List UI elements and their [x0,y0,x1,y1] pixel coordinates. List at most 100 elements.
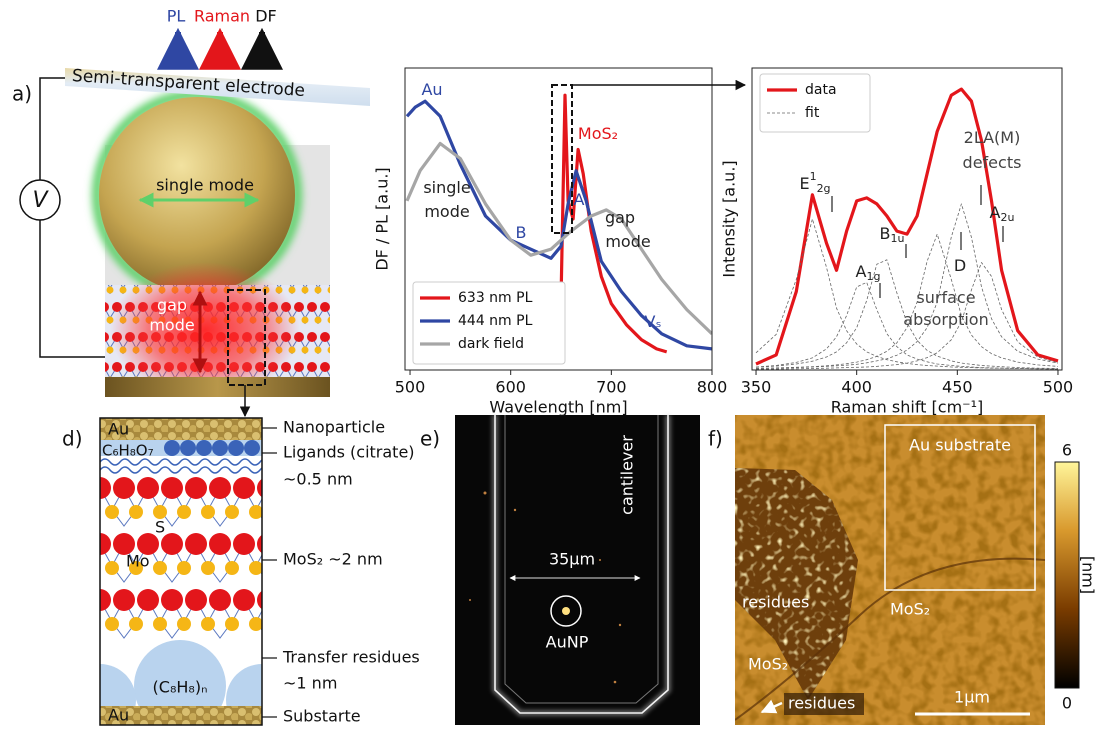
mos2-layer [100,476,262,644]
annotation: 2LA(M) [964,128,1021,147]
annotation-sup: 1 [810,170,817,183]
annotation-text: absorption [903,310,988,329]
x-tick-label: 350 [741,378,772,397]
layer-label: C₆H₈O₇ [102,442,154,460]
panel-e: e) cantilever 35µm AuNP [420,415,700,725]
annotation: Au [421,80,442,99]
annotation-text: Vₛ [645,312,662,331]
annotation-text: gap [605,208,635,227]
side-label: ~1 nm [283,674,337,693]
colorbar-label: [nm] [1079,556,1098,594]
beam-label: Raman [194,7,250,26]
panel-d: d) Au C₆H₈O₇ S Mo (C₈H₈)ₙ Au Nanoparticl… [62,418,420,730]
region-label: Au substrate [909,436,1011,455]
atom-label: Mo [126,552,150,571]
legend-label: 444 nm PL [458,313,533,329]
annotation-sub: 2g [817,182,831,195]
particle-label: AuNP [546,633,589,652]
annotation-text: MoS₂ [578,124,618,143]
x-tick-label: 500 [1043,378,1074,397]
chart: 500600700800Wavelength [nm]DF / PL [a.u.… [373,68,728,417]
annotation-sub: 1g [866,270,880,283]
panel-label: f) [708,427,723,451]
annotation: single [423,178,470,197]
annotation-text: B [880,224,891,243]
region-label: MoS₂ [890,600,930,619]
scale-label: 1µm [954,688,990,707]
voltage-label: V [32,188,49,213]
annotation: absorption [903,310,988,329]
fit-component [756,204,1058,369]
annotation: B1u [880,224,905,246]
panel-f: f) Au substrate residues MoS₂ MoS₂ resid… [708,415,1098,725]
panel-a: PL Raman DF a) V Semi-transparent electr… [12,7,370,417]
annotation: defects [963,153,1022,172]
panel-label: e) [420,427,440,451]
annotation-text: E [799,174,809,193]
region-label: residues [788,694,855,713]
width-label: 35µm [549,550,595,569]
annotation-text: Au [421,80,442,99]
panel-label: d) [62,427,83,451]
annotation-text: surface [916,288,975,307]
x-tick-label: 400 [841,378,872,397]
legend-label: data [805,82,837,98]
region-label: residues [742,593,809,612]
annotation: B [516,223,527,242]
colorbar [1055,462,1079,688]
y-axis-label: Intensity [a.u.] [720,160,739,277]
legend-label: 633 nm PL [458,290,533,306]
annotation: mode [605,232,650,251]
x-tick-label: 700 [596,378,627,397]
annotation: E12g [799,170,830,195]
annotation-sub: 1u [891,232,905,245]
annotation-text: mode [424,202,469,221]
region-label: MoS₂ [748,655,788,674]
annotation: A [574,190,585,209]
layer-label: Au [108,706,129,725]
figure: PL Raman DF a) V Semi-transparent electr… [0,0,1098,730]
afm-image [735,415,1045,725]
annotation: D [954,256,966,275]
single-mode-label: single mode [156,176,254,195]
x-tick-label: 500 [395,378,426,397]
annotation-text: A [574,190,585,209]
annotation: surface [916,288,975,307]
beam-label: PL [167,7,186,26]
annotation-text: A [990,203,1001,222]
side-label: MoS₂ ~2 nm [283,550,383,569]
x-axis-label: Wavelength [nm] [489,398,627,417]
label-ticks [262,428,277,717]
x-tick-label: 600 [495,378,526,397]
colorbar-tick-label: 6 [1062,441,1072,460]
annotation-text: A [856,262,867,281]
x-axis-label: Raman shift [cm⁻¹] [831,398,984,417]
side-label: Substarte [283,707,361,726]
particle [562,607,570,615]
annotation-text: single [423,178,470,197]
side-label: Ligands (citrate) [283,443,415,462]
side-label: Nanoparticle [283,418,385,437]
legend-label: dark field [458,336,524,352]
layer-label: Au [108,420,129,439]
gap-mode-label: mode [149,316,194,335]
chart: 350 400 450 500 Raman shift [cm⁻¹] Intensity … [720,68,1074,417]
side-label: Transfer residues [282,648,420,667]
annotation-text: 2LA(M) [964,128,1021,147]
annotation-text: defects [963,153,1022,172]
substrate [105,377,330,397]
annotation: A2u [990,203,1015,225]
gap-mode-label: gap [157,296,187,315]
beam-label: DF [255,7,277,26]
annotation-text: B [516,223,527,242]
annotation: MoS₂ [578,124,618,143]
x-tick-label: 450 [942,378,973,397]
legend-label: fit [805,105,820,121]
side-label: ~0.5 nm [283,470,353,489]
cantilever-label: cantilever [618,435,637,515]
colorbar-tick-label: 0 [1062,694,1072,713]
annotation-text: mode [605,232,650,251]
annotation-text: D [954,256,966,275]
y-axis-label: DF / PL [a.u.] [373,167,392,270]
annotation: Vₛ [645,312,662,331]
